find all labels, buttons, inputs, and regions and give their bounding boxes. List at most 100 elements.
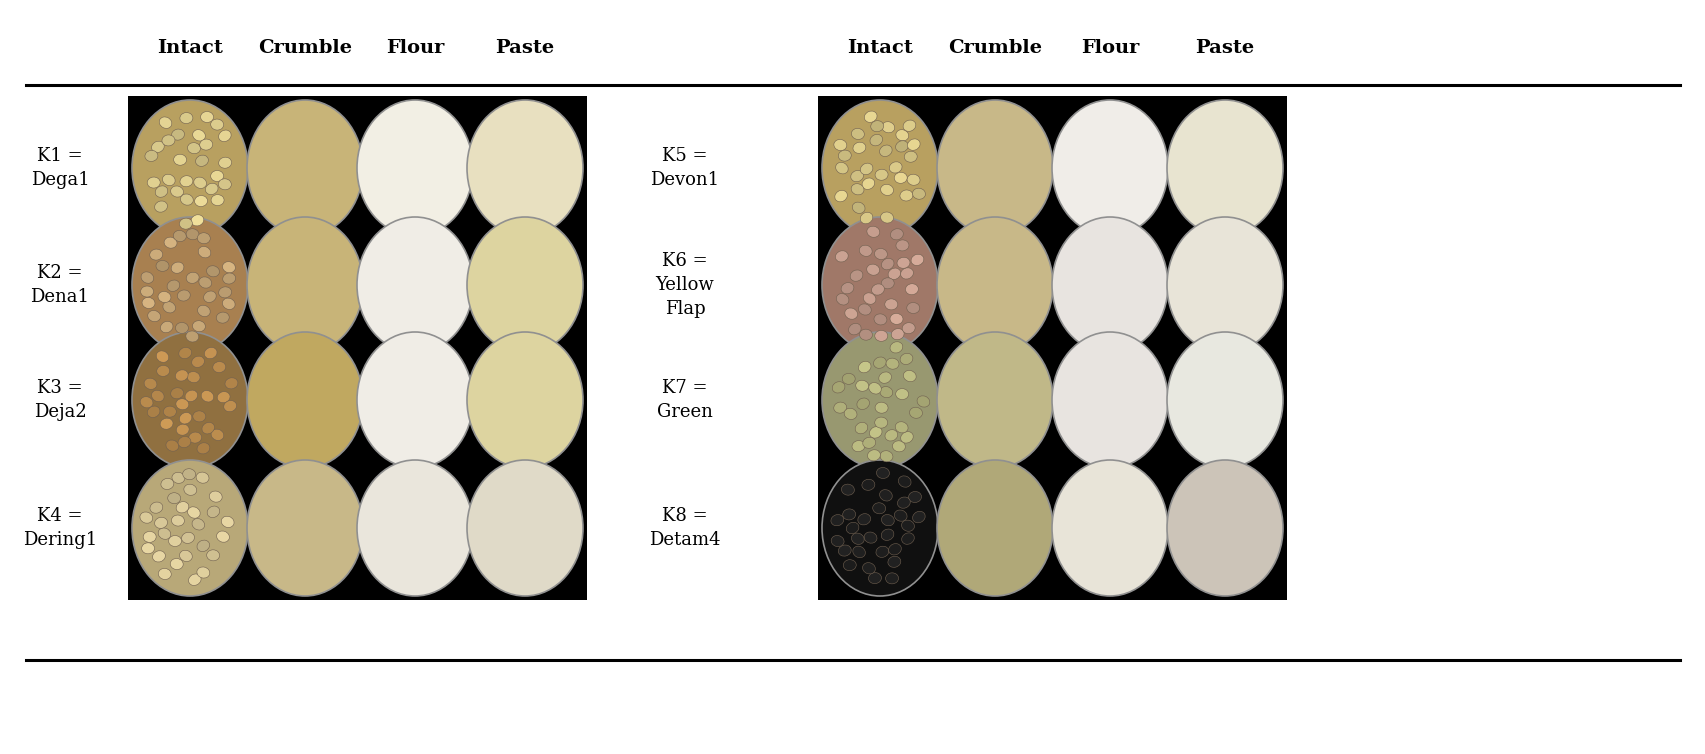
Ellipse shape [194, 195, 208, 207]
Ellipse shape [174, 231, 186, 241]
Bar [933, 328, 1057, 472]
Ellipse shape [159, 117, 172, 128]
Ellipse shape [863, 293, 875, 305]
Ellipse shape [145, 150, 159, 161]
Ellipse shape [179, 176, 193, 187]
Bar [817, 96, 941, 240]
Ellipse shape [205, 348, 217, 359]
Ellipse shape [902, 120, 916, 131]
Ellipse shape [859, 329, 871, 340]
Ellipse shape [155, 185, 167, 198]
Ellipse shape [895, 130, 909, 141]
Ellipse shape [890, 314, 902, 324]
Ellipse shape [861, 480, 875, 490]
Ellipse shape [225, 378, 237, 389]
Ellipse shape [904, 370, 916, 382]
Ellipse shape [907, 139, 919, 150]
Ellipse shape [866, 264, 880, 275]
Ellipse shape [170, 515, 184, 526]
Ellipse shape [878, 372, 892, 383]
Ellipse shape [1166, 460, 1282, 596]
Bar [353, 96, 477, 240]
Bar [462, 213, 587, 357]
Ellipse shape [199, 139, 213, 150]
Ellipse shape [150, 502, 162, 513]
Ellipse shape [876, 467, 888, 479]
Ellipse shape [177, 290, 191, 301]
Ellipse shape [182, 469, 196, 480]
Ellipse shape [169, 535, 181, 547]
Ellipse shape [211, 195, 223, 206]
Ellipse shape [893, 173, 907, 183]
Ellipse shape [881, 121, 893, 133]
Ellipse shape [205, 183, 218, 195]
Ellipse shape [851, 128, 864, 139]
Ellipse shape [170, 262, 184, 273]
Ellipse shape [1052, 332, 1168, 468]
Ellipse shape [875, 169, 888, 180]
Ellipse shape [247, 332, 363, 468]
Ellipse shape [467, 100, 583, 236]
Ellipse shape [162, 302, 176, 313]
Ellipse shape [356, 332, 472, 468]
Text: K3 =
Deja2: K3 = Deja2 [34, 379, 87, 421]
Ellipse shape [863, 562, 875, 574]
Ellipse shape [852, 546, 864, 558]
Ellipse shape [890, 342, 902, 353]
Ellipse shape [900, 520, 914, 532]
Ellipse shape [179, 348, 191, 359]
Ellipse shape [142, 543, 155, 553]
Bar [1163, 96, 1286, 240]
Ellipse shape [147, 177, 160, 188]
Ellipse shape [858, 361, 871, 372]
Text: K4 =
Dering1: K4 = Dering1 [22, 507, 97, 549]
Ellipse shape [844, 408, 856, 419]
Text: Flour: Flour [1081, 39, 1139, 57]
Ellipse shape [179, 412, 191, 424]
Ellipse shape [140, 286, 153, 297]
Ellipse shape [143, 532, 157, 542]
Ellipse shape [160, 418, 172, 429]
Ellipse shape [131, 332, 247, 468]
Ellipse shape [152, 391, 164, 402]
Ellipse shape [186, 331, 199, 342]
Ellipse shape [888, 162, 902, 173]
Bar [242, 328, 367, 472]
Ellipse shape [851, 170, 863, 182]
Ellipse shape [467, 217, 583, 353]
Ellipse shape [356, 100, 472, 236]
Ellipse shape [822, 100, 938, 236]
Ellipse shape [851, 533, 864, 544]
Ellipse shape [887, 556, 900, 567]
Ellipse shape [131, 217, 247, 353]
Bar [1163, 456, 1286, 600]
Bar [462, 96, 587, 240]
Ellipse shape [217, 531, 228, 542]
Ellipse shape [859, 163, 873, 175]
Ellipse shape [885, 358, 899, 369]
Ellipse shape [188, 372, 199, 383]
Bar [353, 456, 477, 600]
Ellipse shape [912, 511, 924, 523]
Ellipse shape [822, 332, 938, 468]
Ellipse shape [198, 233, 210, 244]
Ellipse shape [222, 298, 235, 309]
Ellipse shape [907, 302, 919, 314]
Ellipse shape [849, 270, 863, 281]
Ellipse shape [165, 440, 179, 451]
Ellipse shape [157, 351, 169, 363]
Ellipse shape [155, 260, 169, 271]
Ellipse shape [834, 139, 846, 151]
Ellipse shape [189, 574, 201, 585]
Ellipse shape [1166, 100, 1282, 236]
Ellipse shape [176, 323, 188, 333]
Ellipse shape [164, 406, 176, 417]
Text: Crumble: Crumble [257, 39, 351, 57]
Bar [353, 213, 477, 357]
Ellipse shape [167, 492, 181, 504]
Ellipse shape [167, 280, 179, 292]
Ellipse shape [888, 268, 900, 280]
Ellipse shape [218, 130, 230, 142]
Ellipse shape [917, 396, 929, 407]
Ellipse shape [206, 265, 220, 277]
